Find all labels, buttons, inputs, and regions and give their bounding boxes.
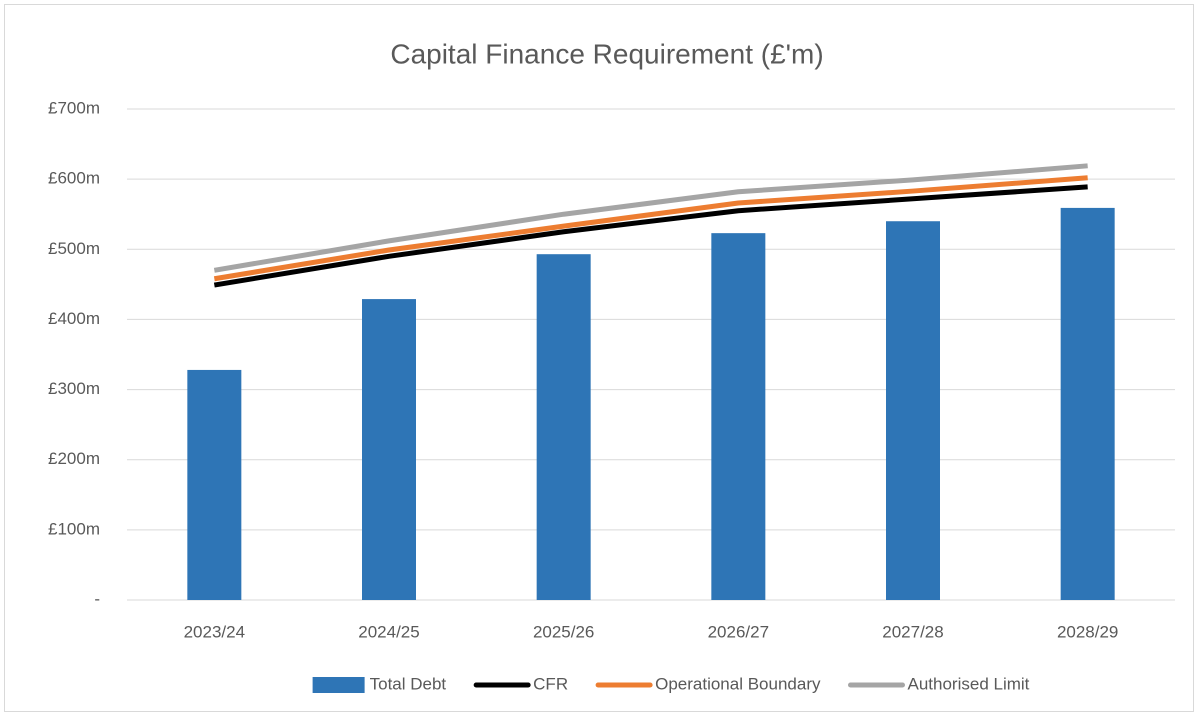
- bar: [886, 221, 940, 600]
- y-tick-label: £700m: [48, 98, 100, 117]
- x-tick-label: 2025/26: [533, 622, 594, 641]
- y-tick-label: -: [94, 589, 100, 608]
- bar: [711, 233, 766, 600]
- y-tick-label: £400m: [48, 309, 100, 328]
- chart-title: Capital Finance Requirement (£'m): [390, 38, 823, 69]
- x-tick-label: 2028/29: [1057, 622, 1118, 641]
- y-tick-label: £500m: [48, 239, 100, 258]
- bar: [1060, 207, 1115, 600]
- legend-label: Total Debt: [370, 674, 447, 693]
- y-tick-label: £600m: [48, 169, 100, 188]
- x-tick-label: 2024/25: [358, 622, 419, 641]
- bar: [187, 369, 242, 600]
- legend-label: CFR: [533, 674, 568, 693]
- line: [213, 184, 1088, 288]
- bar: [536, 254, 591, 600]
- x-tick-label: 2027/28: [882, 622, 943, 641]
- bar: [362, 299, 416, 600]
- legend-label: Authorised Limit: [908, 674, 1030, 693]
- legend-label: Operational Boundary: [655, 674, 821, 693]
- legend-swatch: [312, 677, 365, 693]
- line: [213, 163, 1088, 273]
- y-tick-label: £300m: [48, 379, 100, 398]
- y-tick-label: £200m: [48, 449, 100, 468]
- line: [213, 175, 1088, 282]
- x-tick-label: 2026/27: [708, 622, 769, 641]
- chart-border: [4, 4, 1194, 712]
- y-tick-label: £100m: [48, 519, 100, 538]
- x-tick-label: 2023/24: [184, 622, 245, 641]
